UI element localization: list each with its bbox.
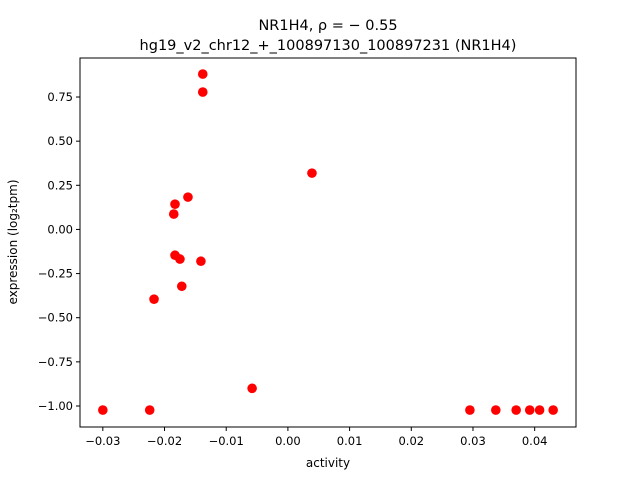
data-point bbox=[175, 254, 185, 264]
data-point bbox=[176, 281, 187, 292]
x-axis: −0.03 −0.02 −0.01 0.00 0.01 0.02 0.03 0.04 bbox=[85, 427, 547, 448]
data-point bbox=[548, 405, 558, 415]
chart-title-line2: hg19_v2_chr12_+_100897130_100897231 (NR1… bbox=[140, 38, 517, 54]
x-tick-label: 0.01 bbox=[337, 434, 363, 448]
y-tick-label: −1.00 bbox=[38, 399, 73, 413]
y-tick-label: −0.50 bbox=[38, 311, 73, 325]
data-point bbox=[491, 405, 501, 415]
y-tick-label: −0.25 bbox=[38, 267, 73, 281]
y-tick-label: −0.75 bbox=[38, 355, 73, 369]
data-point bbox=[465, 405, 475, 415]
data-point bbox=[197, 87, 208, 97]
x-tick-label: −0.01 bbox=[209, 434, 244, 448]
data-point bbox=[307, 168, 317, 178]
plot-area-frame bbox=[79, 57, 577, 428]
data-point bbox=[98, 405, 108, 415]
data-point bbox=[534, 405, 545, 415]
data-point bbox=[197, 69, 208, 79]
y-axis: −1.00 −0.75 −0.50 −0.25 0.00 0.25 0.50 0.75 bbox=[38, 90, 80, 413]
data-point bbox=[144, 405, 155, 415]
y-tick-label: 0.75 bbox=[47, 90, 73, 104]
data-point bbox=[149, 294, 159, 304]
data-point bbox=[524, 405, 535, 415]
data-point bbox=[196, 256, 206, 267]
x-axis-label: activity bbox=[306, 456, 350, 470]
x-tick-label: −0.02 bbox=[147, 434, 182, 448]
data-point bbox=[247, 383, 257, 394]
x-tick-label: 0.00 bbox=[275, 434, 301, 448]
data-point bbox=[511, 405, 521, 415]
y-tick-label: 0.00 bbox=[47, 222, 73, 236]
y-tick-label: 0.50 bbox=[47, 134, 73, 148]
y-axis-label: expression (log₂tpm) bbox=[6, 179, 20, 304]
x-tick-label: 0.02 bbox=[398, 434, 424, 448]
x-tick-label: −0.03 bbox=[85, 434, 120, 448]
data-points bbox=[98, 69, 558, 415]
data-point bbox=[168, 209, 179, 219]
data-point bbox=[170, 199, 180, 209]
y-tick-label: 0.25 bbox=[47, 178, 73, 192]
chart-title-line1: NR1H4, ρ = − 0.55 bbox=[258, 18, 397, 34]
x-tick-label: 0.03 bbox=[460, 434, 486, 448]
data-point bbox=[183, 192, 193, 202]
x-tick-label: 0.04 bbox=[522, 434, 548, 448]
